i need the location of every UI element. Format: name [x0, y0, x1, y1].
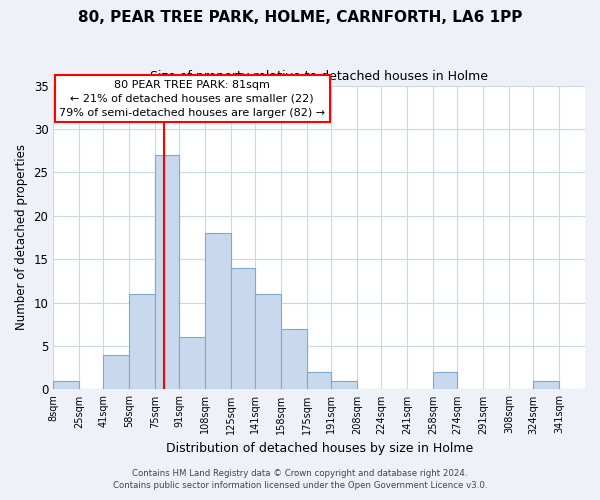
- Bar: [533, 380, 559, 390]
- Text: 80 PEAR TREE PARK: 81sqm
← 21% of detached houses are smaller (22)
79% of semi-d: 80 PEAR TREE PARK: 81sqm ← 21% of detach…: [59, 80, 325, 118]
- Bar: [205, 233, 231, 390]
- Y-axis label: Number of detached properties: Number of detached properties: [15, 144, 28, 330]
- Bar: [281, 328, 307, 390]
- Bar: [129, 294, 155, 390]
- Bar: [433, 372, 457, 390]
- Bar: [256, 294, 281, 390]
- Bar: [331, 380, 357, 390]
- Bar: [179, 338, 205, 390]
- Bar: [155, 155, 179, 390]
- Bar: [231, 268, 256, 390]
- Bar: [53, 380, 79, 390]
- X-axis label: Distribution of detached houses by size in Holme: Distribution of detached houses by size …: [166, 442, 473, 455]
- Bar: [103, 354, 129, 390]
- Title: Size of property relative to detached houses in Holme: Size of property relative to detached ho…: [150, 70, 488, 83]
- Bar: [307, 372, 331, 390]
- Text: Contains HM Land Registry data © Crown copyright and database right 2024.
Contai: Contains HM Land Registry data © Crown c…: [113, 468, 487, 490]
- Text: 80, PEAR TREE PARK, HOLME, CARNFORTH, LA6 1PP: 80, PEAR TREE PARK, HOLME, CARNFORTH, LA…: [78, 10, 522, 25]
